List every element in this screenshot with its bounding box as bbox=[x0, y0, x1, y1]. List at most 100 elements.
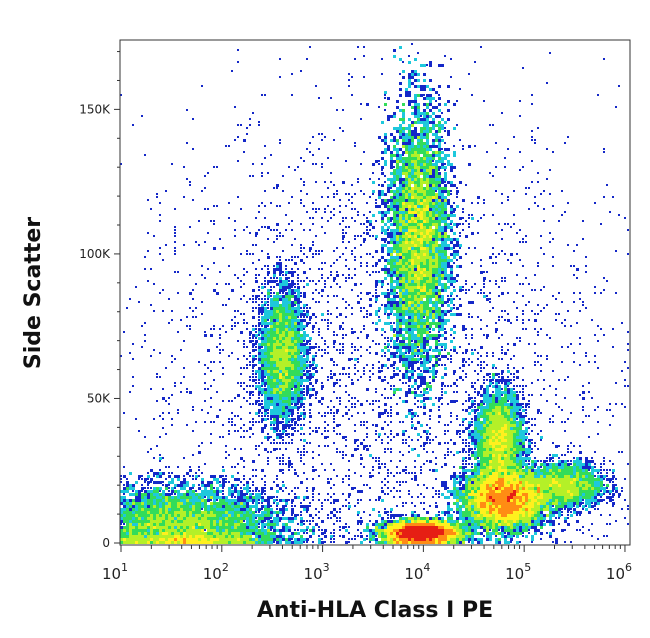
density-cell bbox=[411, 268, 414, 271]
density-cell bbox=[429, 331, 431, 333]
density-cell bbox=[264, 376, 266, 378]
density-cell bbox=[285, 430, 287, 432]
density-cell bbox=[624, 361, 626, 363]
density-cell bbox=[468, 433, 471, 436]
density-cell bbox=[276, 268, 279, 271]
density-cell bbox=[525, 427, 528, 430]
density-cell bbox=[294, 424, 296, 426]
density-cell bbox=[387, 268, 390, 271]
density-cell bbox=[282, 250, 284, 252]
density-cell bbox=[408, 79, 411, 82]
density-cell bbox=[276, 349, 279, 352]
density-cell bbox=[282, 337, 285, 340]
density-cell bbox=[441, 196, 444, 199]
density-cell bbox=[285, 427, 287, 429]
density-cell bbox=[267, 400, 270, 403]
density-cell bbox=[309, 403, 312, 406]
density-cell bbox=[411, 310, 414, 313]
density-cell bbox=[444, 271, 447, 274]
density-cell bbox=[414, 130, 417, 133]
density-cell bbox=[249, 253, 251, 255]
density-cell bbox=[573, 274, 575, 276]
density-cell bbox=[435, 130, 438, 133]
density-cell bbox=[342, 349, 344, 351]
density-cell bbox=[612, 415, 614, 417]
density-cell bbox=[417, 322, 420, 325]
density-cell bbox=[396, 307, 399, 310]
density-cell bbox=[270, 319, 273, 322]
density-cell bbox=[495, 331, 497, 333]
density-cell bbox=[369, 304, 372, 307]
density-cell bbox=[303, 247, 305, 249]
density-cell bbox=[273, 397, 276, 400]
density-cell bbox=[462, 211, 464, 213]
density-cell bbox=[372, 322, 374, 324]
density-cell bbox=[474, 442, 477, 445]
density-cell bbox=[456, 418, 458, 420]
density-cell bbox=[483, 445, 486, 448]
density-cell bbox=[408, 226, 411, 229]
density-cell bbox=[294, 337, 297, 340]
density-cell bbox=[426, 211, 429, 214]
density-cell bbox=[411, 289, 414, 292]
density-cell bbox=[402, 259, 405, 262]
density-cell bbox=[537, 127, 539, 129]
density-cell bbox=[288, 436, 290, 438]
density-cell bbox=[381, 283, 384, 286]
density-cell bbox=[393, 139, 396, 142]
density-cell bbox=[504, 445, 507, 448]
density-cell bbox=[300, 391, 303, 394]
density-cell bbox=[519, 283, 521, 285]
density-cell bbox=[288, 424, 291, 427]
density-cell bbox=[282, 289, 285, 292]
density-cell bbox=[390, 154, 393, 157]
density-cell bbox=[414, 412, 417, 415]
density-cell bbox=[315, 208, 317, 210]
density-cell bbox=[408, 313, 411, 316]
density-cell bbox=[261, 355, 264, 358]
density-cell bbox=[420, 445, 422, 447]
density-cell bbox=[291, 385, 294, 388]
density-cell bbox=[492, 445, 495, 448]
density-cell bbox=[243, 343, 245, 345]
density-cell bbox=[384, 238, 387, 241]
density-cell bbox=[438, 355, 440, 357]
density-cell bbox=[264, 409, 267, 412]
density-cell bbox=[291, 316, 294, 319]
density-cell bbox=[444, 277, 447, 280]
density-cell bbox=[426, 439, 428, 441]
density-cell bbox=[498, 223, 500, 225]
density-cell bbox=[510, 433, 513, 436]
density-cell bbox=[300, 340, 303, 343]
density-cell bbox=[414, 448, 416, 450]
density-cell bbox=[312, 358, 315, 361]
density-cell bbox=[396, 256, 399, 259]
density-cell bbox=[285, 292, 288, 295]
density-cell bbox=[420, 316, 423, 319]
density-cell bbox=[498, 391, 501, 394]
density-cell bbox=[390, 346, 392, 348]
density-cell bbox=[369, 445, 371, 447]
density-cell bbox=[432, 277, 435, 280]
density-cell bbox=[345, 301, 347, 303]
density-cell bbox=[372, 265, 374, 267]
density-cell bbox=[450, 334, 452, 336]
density-cell bbox=[231, 421, 233, 423]
density-cell bbox=[264, 265, 266, 267]
density-cell bbox=[417, 346, 419, 348]
density-cell bbox=[405, 205, 408, 208]
density-cell bbox=[408, 355, 411, 358]
density-cell bbox=[435, 283, 438, 286]
density-cell bbox=[402, 220, 405, 223]
density-cell bbox=[420, 235, 423, 238]
density-cell bbox=[414, 208, 417, 211]
density-cell bbox=[387, 115, 390, 118]
density-cell bbox=[426, 193, 429, 196]
density-cell bbox=[291, 244, 293, 246]
density-cell bbox=[318, 97, 320, 99]
density-cell bbox=[519, 391, 521, 393]
density-cell bbox=[285, 394, 288, 397]
density-cell bbox=[423, 97, 426, 100]
density-cell bbox=[471, 406, 473, 408]
density-cell bbox=[414, 316, 417, 319]
